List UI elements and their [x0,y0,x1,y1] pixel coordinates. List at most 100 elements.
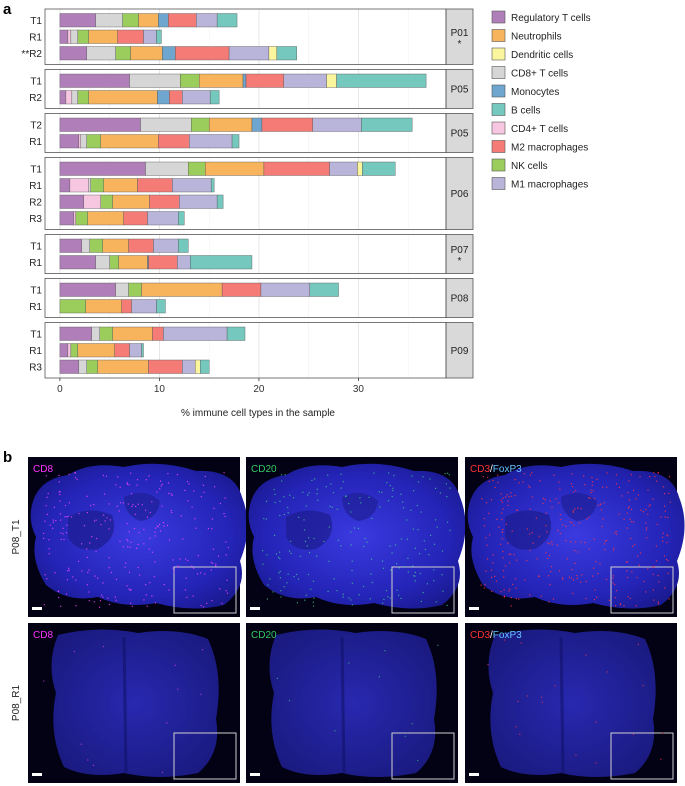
signal-dot [495,580,498,582]
signal-dot [126,482,128,484]
signal-dot [179,558,181,560]
signal-dot [211,518,213,520]
signal-dot [492,562,494,564]
signal-dot [176,474,179,476]
signal-dot [47,492,49,495]
signal-dot [549,500,551,502]
bar-segment-regulatory-t-cells [59,161,146,176]
signal-dot [418,553,421,555]
signal-dot [532,542,534,544]
bar-segment-m1-macrophages [228,46,270,61]
signal-dot [441,550,444,552]
bar-segment-dendritic-cells [357,161,363,176]
signal-dot [59,494,61,496]
signal-dot [496,518,498,520]
signal-dot [358,594,360,596]
signal-dot [382,602,384,604]
bar-segment-cd8-t-cells [78,359,87,374]
signal-dot [583,475,585,477]
signal-dot [311,479,313,481]
signal-dot [515,587,517,589]
signal-dot [507,500,509,502]
signal-dot [606,539,608,542]
signal-dot [652,589,654,591]
signal-dot [589,497,591,499]
signal-dot [192,595,194,597]
signal-dot [412,528,414,530]
signal-dot [86,584,88,586]
signal-dot [279,577,281,579]
signal-dot [387,596,389,598]
signal-dot [143,528,145,531]
signal-dot [266,500,268,502]
signal-dot [662,732,664,734]
signal-dot [606,671,608,673]
signal-dot [77,560,80,562]
signal-dot [545,552,547,554]
bar-segment-b-cells [209,90,220,105]
row-label-r3: R3 [29,214,42,225]
signal-dot [667,572,669,574]
signal-dot [580,508,582,510]
signal-dot [342,593,344,595]
signal-dot [619,603,621,605]
signal-dot [515,598,517,600]
bar-segment-cd8-t-cells [81,238,90,253]
legend-label-m2-macrophages: M2 macrophages [511,143,588,154]
signal-dot [593,498,596,500]
signal-dot [628,499,630,501]
bar-segment-m2-macrophages [128,238,154,253]
signal-dot [52,527,54,529]
signal-dot [124,566,126,568]
signal-dot [529,594,531,596]
signal-dot [612,575,615,577]
bar-segment-m2-macrophages [158,134,190,149]
signal-dot [573,579,575,581]
bar-segment-regulatory-t-cells [59,359,80,374]
bar-segment-cd8-t-cells [95,13,123,28]
bar-segment-nk-cells [100,194,113,209]
signal-dot [130,493,133,495]
signal-dot [593,538,595,540]
signal-dot [652,498,654,500]
row-label-r2: **R2 [21,49,42,60]
signal-dot [444,473,446,475]
signal-dot [316,488,318,490]
signal-dot [630,508,633,510]
signal-dot [633,489,635,491]
image-cd3-foxp3-r1 [465,623,677,783]
signal-dot [128,484,130,486]
bar-segment-neutrophils [205,161,265,176]
signal-dot [515,726,517,728]
signal-dot [86,548,88,550]
signal-dot [417,529,419,531]
signal-dot [595,721,597,723]
signal-dot [446,496,448,498]
signal-dot [553,474,555,476]
signal-dot [664,505,666,507]
signal-dot [193,567,195,569]
signal-dot [402,507,405,509]
signal-dot [588,516,590,518]
signal-dot [481,498,483,500]
signal-dot [105,475,107,477]
signal-dot [348,662,350,664]
signal-dot [171,494,173,496]
signal-dot [312,580,315,582]
signal-dot [102,645,105,648]
signal-dot [48,553,50,555]
signal-dot [316,493,318,495]
signal-dot [526,559,528,562]
signal-dot [542,502,544,504]
row-label-r1: R1 [29,346,42,357]
channel-label-cd3-foxp3-t1: CD3/FoxP3 [470,464,522,475]
signal-dot [420,511,422,513]
signal-dot [103,514,105,516]
signal-dot [447,521,449,523]
bar-segment-cd8-t-cells [80,134,87,149]
signal-dot [595,561,597,563]
signal-dot [351,560,353,562]
signal-dot [360,502,362,504]
signal-dot [177,688,179,690]
signal-dot [212,562,214,564]
